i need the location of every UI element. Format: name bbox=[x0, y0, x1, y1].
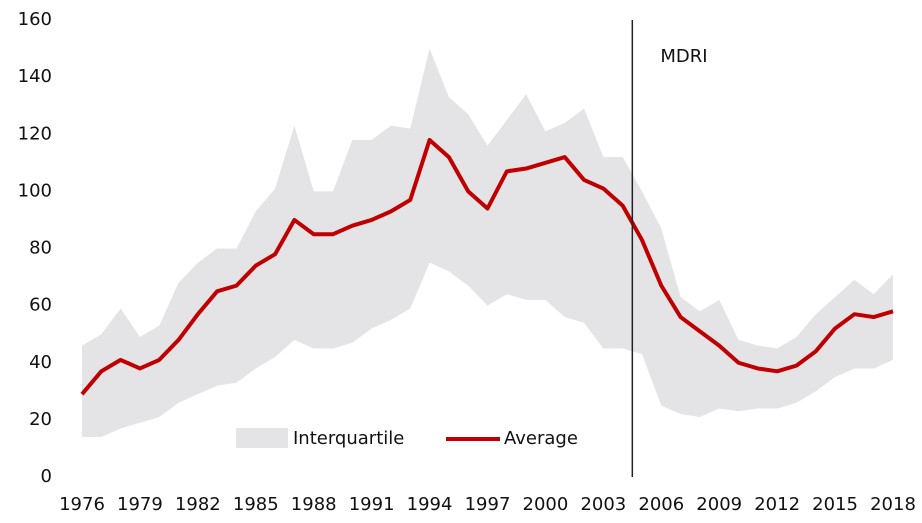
y-tick-label: 160 bbox=[18, 9, 52, 30]
x-tick-label: 1994 bbox=[407, 494, 453, 515]
x-tick-label: 2003 bbox=[580, 494, 626, 515]
x-tick-label: 1979 bbox=[117, 494, 163, 515]
x-tick-label: 2000 bbox=[523, 494, 569, 515]
x-tick-label: 2006 bbox=[638, 494, 684, 515]
y-tick-label: 40 bbox=[29, 352, 52, 373]
interquartile-band bbox=[82, 48, 893, 438]
y-tick-label: 140 bbox=[18, 66, 52, 87]
legend-label: Average bbox=[504, 428, 578, 449]
legend-label: Interquartile bbox=[293, 428, 404, 449]
x-tick-label: 1997 bbox=[465, 494, 511, 515]
annotation-label: MDRI bbox=[660, 46, 707, 67]
y-tick-label: 100 bbox=[18, 180, 52, 201]
y-tick-label: 80 bbox=[29, 238, 52, 259]
x-tick-label: 1976 bbox=[59, 494, 105, 515]
x-tick-label: 1982 bbox=[175, 494, 221, 515]
average-line bbox=[80, 137, 894, 396]
y-tick-label: 60 bbox=[29, 295, 52, 316]
x-tick-label: 2018 bbox=[870, 494, 916, 515]
x-tick-label: 1985 bbox=[233, 494, 279, 515]
x-tick-label: 2009 bbox=[696, 494, 742, 515]
legend-swatch bbox=[236, 428, 288, 448]
x-tick-label: 1988 bbox=[291, 494, 337, 515]
x-tick-label: 1991 bbox=[349, 494, 395, 515]
y-tick-label: 120 bbox=[18, 123, 52, 144]
y-tick-label: 20 bbox=[29, 409, 52, 430]
x-tick-label: 2012 bbox=[754, 494, 800, 515]
y-tick-label: 0 bbox=[41, 466, 52, 487]
x-tick-label: 2015 bbox=[812, 494, 858, 515]
